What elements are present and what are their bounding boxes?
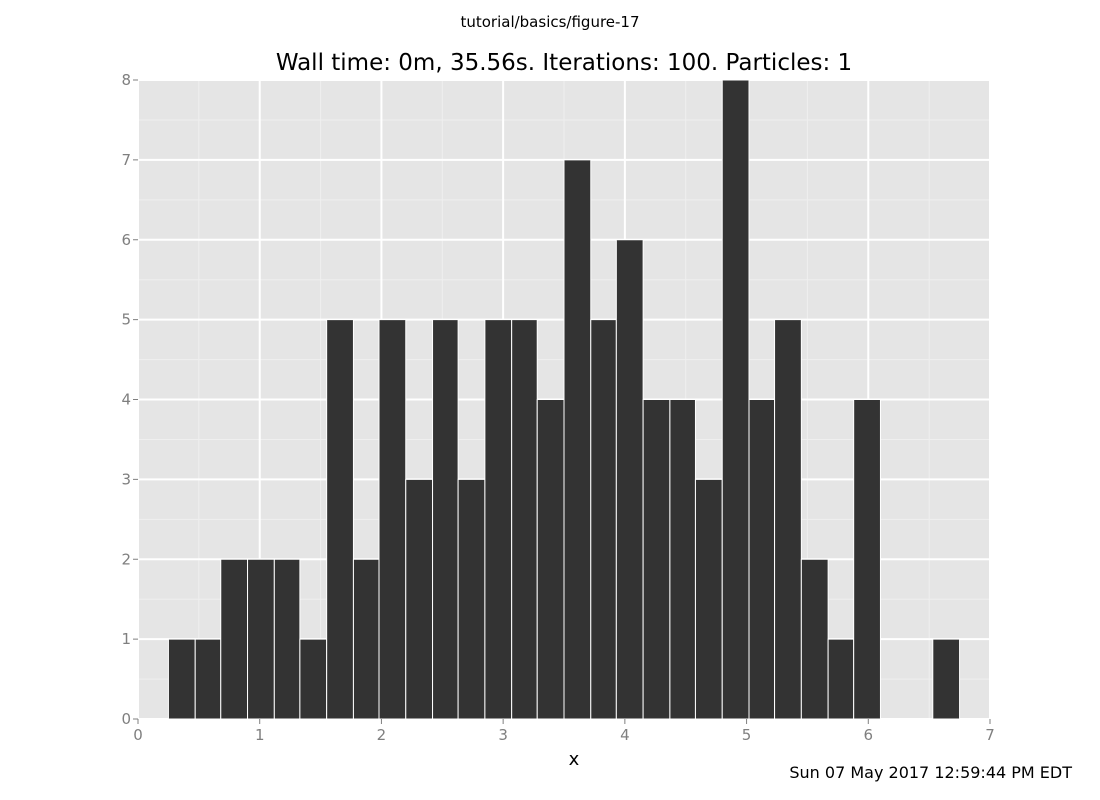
y-tick-label: 1: [121, 630, 131, 648]
histogram-bar: [721, 79, 750, 720]
histogram-bar: [457, 478, 486, 720]
figure-label: tutorial/basics/figure-17: [460, 13, 640, 31]
x-tick-label: 5: [742, 726, 752, 744]
histogram-bar: [853, 399, 881, 720]
histogram-bar: [694, 478, 723, 720]
chart-title: Wall time: 0m, 35.56s. Iterations: 100. …: [275, 50, 853, 76]
histogram-bar: [273, 558, 301, 720]
x-tick-label: 6: [864, 726, 874, 744]
x-axis-label: x: [569, 749, 580, 770]
histogram-bar: [748, 399, 776, 720]
footer-timestamp: Sun 07 May 2017 12:59:44 PM EDT: [789, 763, 1072, 782]
histogram-bar: [669, 399, 696, 720]
y-tick-label: 6: [121, 231, 131, 249]
histogram-bar: [326, 319, 354, 720]
histogram-bar: [774, 319, 802, 720]
axis-labels: x: [569, 749, 580, 770]
histogram-bar: [299, 638, 328, 720]
histogram-bar: [590, 319, 617, 720]
axis-ticks: 0 1 2 3 4 5 6 7 0 1 2 3 4 5 6 7 8: [121, 71, 994, 744]
histogram-bar: [563, 159, 592, 720]
histogram-bar: [615, 239, 644, 720]
x-tick-label: 4: [620, 726, 630, 744]
y-tick-label: 4: [121, 391, 131, 409]
histogram-bar: [247, 558, 275, 720]
histogram-bar: [642, 399, 671, 720]
histogram-bar: [536, 399, 565, 720]
y-tick-label: 2: [121, 550, 131, 568]
x-tick-label: 0: [133, 726, 143, 744]
x-tick-label: 1: [255, 726, 265, 744]
histogram-bar: [167, 638, 196, 720]
histogram-bar: [932, 638, 961, 720]
histogram-bars: [167, 79, 961, 720]
histogram-bar: [194, 638, 222, 720]
histogram-bar: [800, 558, 829, 720]
x-tick-label: 7: [985, 726, 995, 744]
x-tick-label: 2: [377, 726, 387, 744]
x-tick-label: 3: [498, 726, 508, 744]
histogram-bar: [220, 558, 249, 720]
histogram-bar: [484, 319, 513, 720]
histogram-bar: [405, 478, 434, 720]
histogram-bar: [352, 558, 380, 720]
y-tick-label: 3: [121, 470, 131, 488]
histogram-bar: [827, 638, 855, 720]
y-tick-label: 5: [121, 311, 131, 329]
y-tick-label: 8: [121, 71, 131, 89]
histogram-bar: [511, 319, 538, 720]
y-tick-label: 0: [121, 710, 131, 728]
y-tick-label: 7: [121, 151, 131, 169]
histogram-bar: [378, 319, 407, 720]
histogram-bar: [432, 319, 459, 720]
